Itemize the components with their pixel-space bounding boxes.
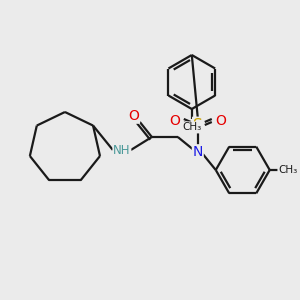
Text: S: S <box>193 118 203 133</box>
Text: O: O <box>128 109 139 123</box>
Text: O: O <box>169 114 180 128</box>
Text: NH: NH <box>113 143 130 157</box>
Text: CH₃: CH₃ <box>278 165 297 175</box>
Text: N: N <box>193 145 203 159</box>
Text: CH₃: CH₃ <box>182 122 201 132</box>
Text: O: O <box>215 114 226 128</box>
